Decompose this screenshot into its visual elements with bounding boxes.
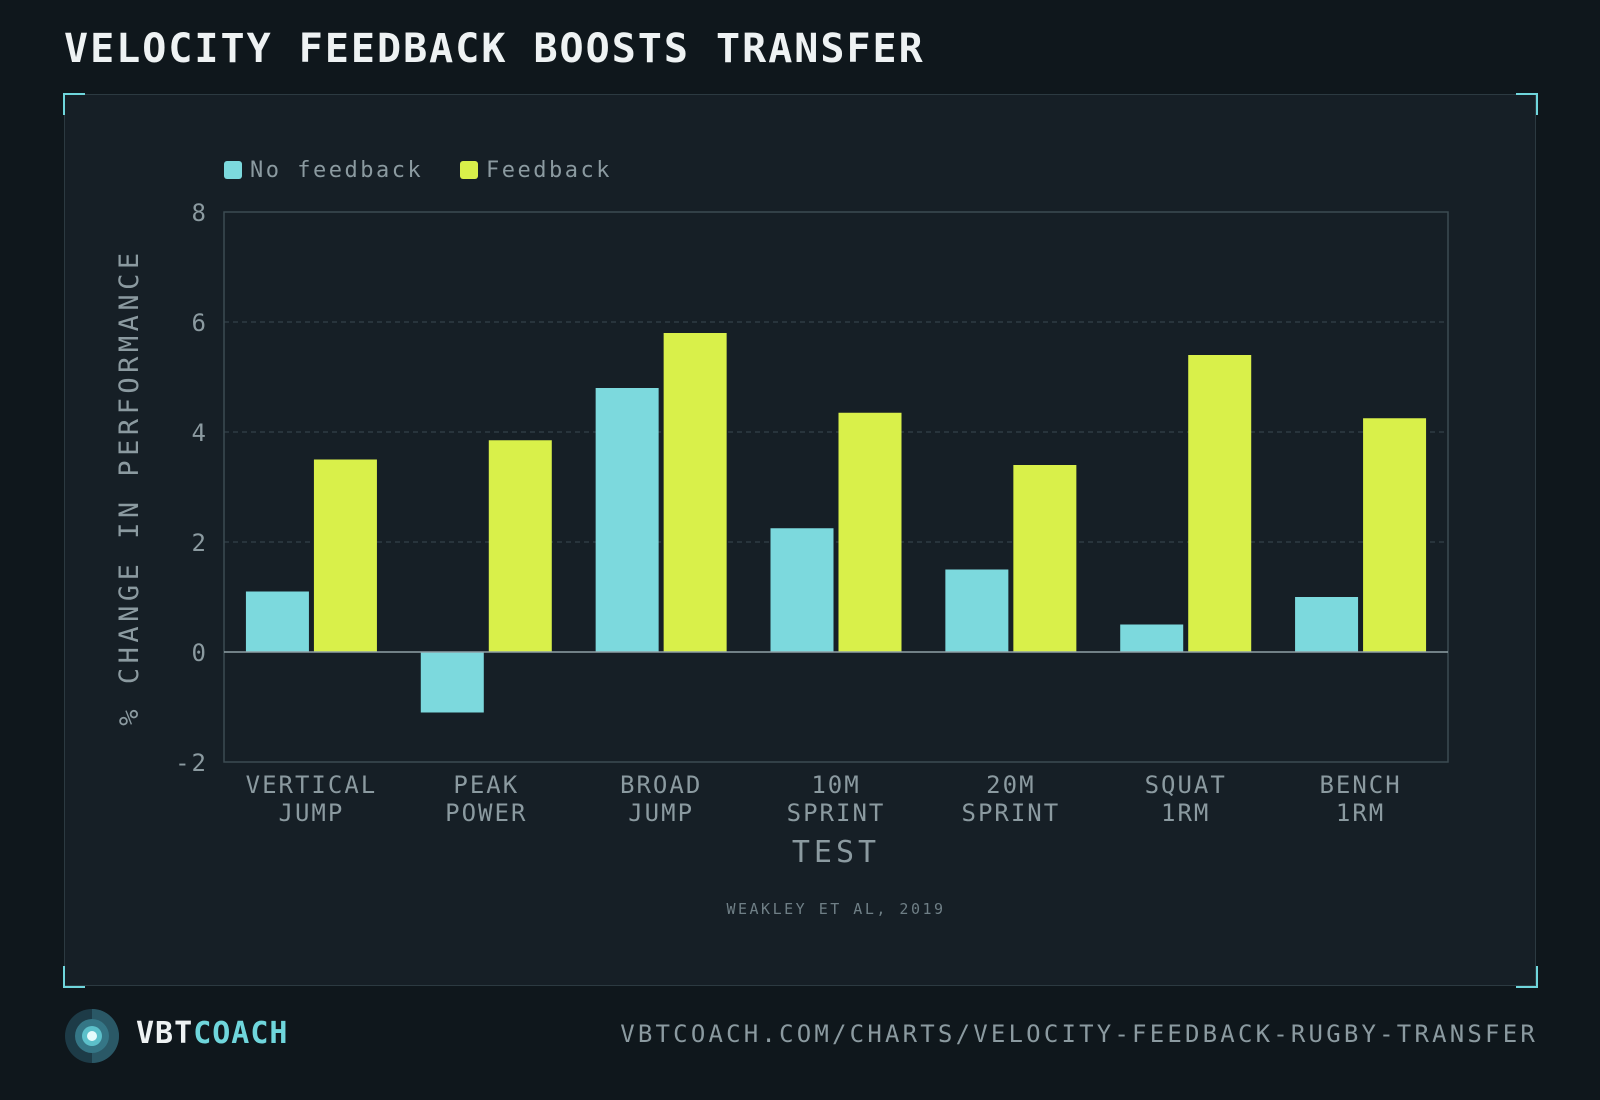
corner-bracket	[63, 93, 85, 115]
bar-no-feedback	[245, 591, 309, 652]
x-tick-label: JUMP	[628, 799, 694, 827]
legend-label: Feedback	[486, 158, 612, 183]
x-tick-label: VERTICAL	[246, 771, 378, 799]
source-url: VBTCOACH.COM/CHARTS/VELOCITY-FEEDBACK-RU…	[620, 1020, 1538, 1048]
brand-part-1: VBT	[136, 1016, 194, 1051]
bar-no-feedback	[595, 388, 659, 652]
corner-bracket	[63, 966, 85, 988]
bar-feedback	[313, 459, 377, 652]
y-tick-label: 8	[192, 199, 208, 227]
plot-frame	[223, 211, 1449, 763]
x-tick-label: JUMP	[279, 799, 345, 827]
x-tick-label: PEAK	[453, 771, 519, 799]
y-tick-label: 2	[192, 529, 208, 557]
bar-feedback	[663, 333, 727, 652]
x-tick-label: SPRINT	[962, 799, 1061, 827]
x-axis-label: TEST	[792, 835, 880, 870]
bar-feedback	[1188, 355, 1252, 652]
legend-label: No feedback	[250, 158, 423, 183]
brand-part-2: COACH	[193, 1016, 289, 1051]
vbtcoach-logo-icon	[65, 1009, 119, 1063]
x-tick-label: 20M	[986, 771, 1035, 799]
bar-feedback	[1013, 465, 1077, 652]
chart-title: VELOCITY FEEDBACK BOOSTS TRANSFER	[64, 26, 925, 72]
corner-bracket	[1516, 966, 1538, 988]
bar-no-feedback	[945, 569, 1009, 652]
bar-no-feedback	[1295, 597, 1359, 652]
bar-feedback	[1363, 418, 1427, 652]
legend-swatch	[460, 161, 478, 179]
corner-bracket	[1516, 93, 1538, 115]
brand-wordmark: VBTCOACH	[136, 1016, 289, 1051]
x-tick-label: 1RM	[1336, 799, 1385, 827]
y-tick-label: 0	[192, 639, 208, 667]
source-note: WEAKLEY ET AL, 2019	[726, 900, 945, 918]
x-tick-label: BENCH	[1319, 771, 1401, 799]
bar-no-feedback	[420, 652, 484, 713]
bar-no-feedback	[1120, 624, 1184, 652]
bar-feedback	[838, 412, 902, 652]
x-tick-label: POWER	[445, 799, 527, 827]
y-tick-label: 6	[192, 309, 208, 337]
legend-swatch	[224, 161, 242, 179]
x-tick-label: BROAD	[620, 771, 702, 799]
x-tick-label: SQUAT	[1145, 771, 1227, 799]
bar-feedback	[488, 440, 552, 652]
y-tick-label: -2	[175, 749, 208, 777]
bar-no-feedback	[770, 528, 834, 652]
y-tick-label: 4	[192, 419, 208, 447]
y-axis-label: % CHANGE IN PERFORMANCE	[114, 248, 145, 725]
x-tick-label: SPRINT	[787, 799, 886, 827]
x-tick-label: 1RM	[1161, 799, 1210, 827]
x-tick-label: 10M	[811, 771, 860, 799]
